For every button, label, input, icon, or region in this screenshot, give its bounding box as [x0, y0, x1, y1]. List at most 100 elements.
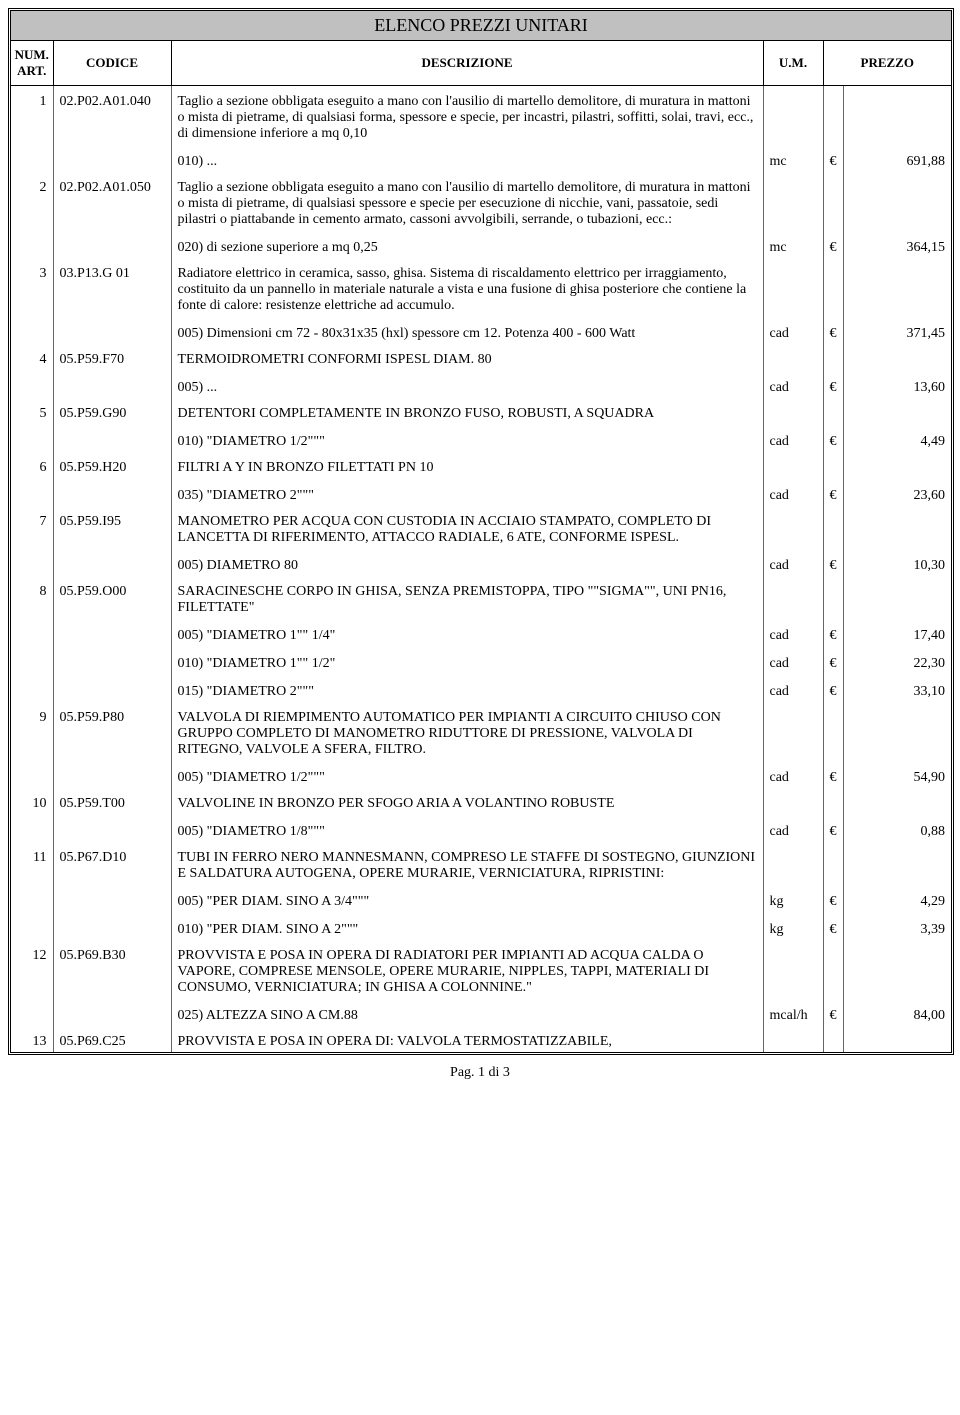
article-description: MANOMETRO PER ACQUA CON CUSTODIA IN ACCI…: [171, 506, 763, 548]
sub-item-label: 015) "DIAMETRO 2""": [171, 674, 763, 702]
sub-item-um: mc: [763, 230, 823, 258]
article-code: 05.P59.P80: [53, 702, 171, 760]
sub-item-price: 13,60: [843, 370, 951, 398]
document-title: ELENCO PREZZI UNITARI: [11, 11, 951, 41]
article-number: 3: [11, 258, 53, 316]
article-code: 05.P59.T00: [53, 788, 171, 814]
header-code: CODICE: [53, 41, 171, 86]
article-row: 805.P59.O00SARACINESCHE CORPO IN GHISA, …: [11, 576, 951, 618]
sub-item-um: cad: [763, 316, 823, 344]
article-number: 7: [11, 506, 53, 548]
sub-item-row: 005) "DIAMETRO 1/8"""cad€0,88: [11, 814, 951, 842]
article-description: Taglio a sezione obbligata eseguito a ma…: [171, 86, 763, 144]
article-number: 11: [11, 842, 53, 884]
article-code: 05.P59.I95: [53, 506, 171, 548]
article-code: 05.P59.H20: [53, 452, 171, 478]
price-table: NUM. ART. CODICE DESCRIZIONE U.M. PREZZO…: [11, 41, 951, 1052]
article-description: Taglio a sezione obbligata eseguito a ma…: [171, 172, 763, 230]
article-number: 12: [11, 940, 53, 998]
sub-item-row: 005) ...cad€13,60: [11, 370, 951, 398]
currency-symbol: €: [823, 760, 843, 788]
sub-item-label: 035) "DIAMETRO 2""": [171, 478, 763, 506]
sub-item-label: 010) "DIAMETRO 1/2""": [171, 424, 763, 452]
article-description: VALVOLA DI RIEMPIMENTO AUTOMATICO PER IM…: [171, 702, 763, 760]
article-row: 1005.P59.T00VALVOLINE IN BRONZO PER SFOG…: [11, 788, 951, 814]
sub-item-label: 010) "PER DIAM. SINO A 2""": [171, 912, 763, 940]
sub-item-um: cad: [763, 424, 823, 452]
currency-symbol: €: [823, 912, 843, 940]
sub-item-price: 4,49: [843, 424, 951, 452]
sub-item-row: 005) "DIAMETRO 1/2"""cad€54,90: [11, 760, 951, 788]
article-number: 13: [11, 1026, 53, 1052]
currency-symbol: €: [823, 884, 843, 912]
currency-symbol: €: [823, 144, 843, 172]
sub-item-label: 010) ...: [171, 144, 763, 172]
sub-item-row: 010) "DIAMETRO 1/2"""cad€4,49: [11, 424, 951, 452]
article-row: 605.P59.H20FILTRI A Y IN BRONZO FILETTAT…: [11, 452, 951, 478]
article-code: 02.P02.A01.050: [53, 172, 171, 230]
article-number: 9: [11, 702, 53, 760]
document-frame: ELENCO PREZZI UNITARI NUM. ART. CODICE D…: [8, 8, 954, 1055]
sub-item-um: cad: [763, 646, 823, 674]
article-code: 05.P69.B30: [53, 940, 171, 998]
sub-item-um: mc: [763, 144, 823, 172]
sub-item-price: 17,40: [843, 618, 951, 646]
article-code: 05.P69.C25: [53, 1026, 171, 1052]
sub-item-row: 005) Dimensioni cm 72 - 80x31x35 (hxl) s…: [11, 316, 951, 344]
article-description: TERMOIDROMETRI CONFORMI ISPESL DIAM. 80: [171, 344, 763, 370]
sub-item-row: 005) "DIAMETRO 1"" 1/4"cad€17,40: [11, 618, 951, 646]
sub-item-price: 691,88: [843, 144, 951, 172]
sub-item-price: 23,60: [843, 478, 951, 506]
article-row: 303.P13.G 01Radiatore elettrico in ceram…: [11, 258, 951, 316]
sub-item-um: cad: [763, 760, 823, 788]
sub-item-um: cad: [763, 478, 823, 506]
article-code: 05.P59.O00: [53, 576, 171, 618]
sub-item-label: 005) DIAMETRO 80: [171, 548, 763, 576]
article-row: 1305.P69.C25PROVVISTA E POSA IN OPERA DI…: [11, 1026, 951, 1052]
sub-item-label: 005) Dimensioni cm 72 - 80x31x35 (hxl) s…: [171, 316, 763, 344]
sub-item-row: 005) "PER DIAM. SINO A 3/4"""kg€4,29: [11, 884, 951, 912]
article-row: 102.P02.A01.040Taglio a sezione obbligat…: [11, 86, 951, 144]
article-number: 5: [11, 398, 53, 424]
table-header-row: NUM. ART. CODICE DESCRIZIONE U.M. PREZZO: [11, 41, 951, 86]
sub-item-price: 371,45: [843, 316, 951, 344]
currency-symbol: €: [823, 548, 843, 576]
sub-item-row: 010) "PER DIAM. SINO A 2"""kg€3,39: [11, 912, 951, 940]
currency-symbol: €: [823, 646, 843, 674]
article-number: 1: [11, 86, 53, 144]
sub-item-price: 84,00: [843, 998, 951, 1026]
sub-item-label: 005) "DIAMETRO 1/8""": [171, 814, 763, 842]
sub-item-row: 025) ALTEZZA SINO A CM.88mcal/h€84,00: [11, 998, 951, 1026]
sub-item-row: 010) ...mc€691,88: [11, 144, 951, 172]
currency-symbol: €: [823, 618, 843, 646]
article-number: 2: [11, 172, 53, 230]
article-number: 4: [11, 344, 53, 370]
article-row: 505.P59.G90DETENTORI COMPLETAMENTE IN BR…: [11, 398, 951, 424]
article-description: Radiatore elettrico in ceramica, sasso, …: [171, 258, 763, 316]
article-description: FILTRI A Y IN BRONZO FILETTATI PN 10: [171, 452, 763, 478]
sub-item-um: cad: [763, 674, 823, 702]
page-number: Pag. 1 di 3: [10, 1055, 950, 1085]
article-row: 905.P59.P80VALVOLA DI RIEMPIMENTO AUTOMA…: [11, 702, 951, 760]
header-price: PREZZO: [823, 41, 951, 86]
article-description: PROVVISTA E POSA IN OPERA DI RADIATORI P…: [171, 940, 763, 998]
sub-item-um: cad: [763, 618, 823, 646]
sub-item-row: 020) di sezione superiore a mq 0,25mc€36…: [11, 230, 951, 258]
currency-symbol: €: [823, 424, 843, 452]
sub-item-um: mcal/h: [763, 998, 823, 1026]
sub-item-price: 0,88: [843, 814, 951, 842]
article-number: 6: [11, 452, 53, 478]
article-row: 1105.P67.D10TUBI IN FERRO NERO MANNESMAN…: [11, 842, 951, 884]
sub-item-label: 020) di sezione superiore a mq 0,25: [171, 230, 763, 258]
sub-item-price: 54,90: [843, 760, 951, 788]
article-code: 05.P59.F70: [53, 344, 171, 370]
sub-item-price: 33,10: [843, 674, 951, 702]
currency-symbol: €: [823, 674, 843, 702]
article-row: 405.P59.F70TERMOIDROMETRI CONFORMI ISPES…: [11, 344, 951, 370]
sub-item-um: kg: [763, 912, 823, 940]
sub-item-row: 035) "DIAMETRO 2"""cad€23,60: [11, 478, 951, 506]
sub-item-um: cad: [763, 548, 823, 576]
article-code: 05.P59.G90: [53, 398, 171, 424]
sub-item-label: 010) "DIAMETRO 1"" 1/2": [171, 646, 763, 674]
article-description: TUBI IN FERRO NERO MANNESMANN, COMPRESO …: [171, 842, 763, 884]
